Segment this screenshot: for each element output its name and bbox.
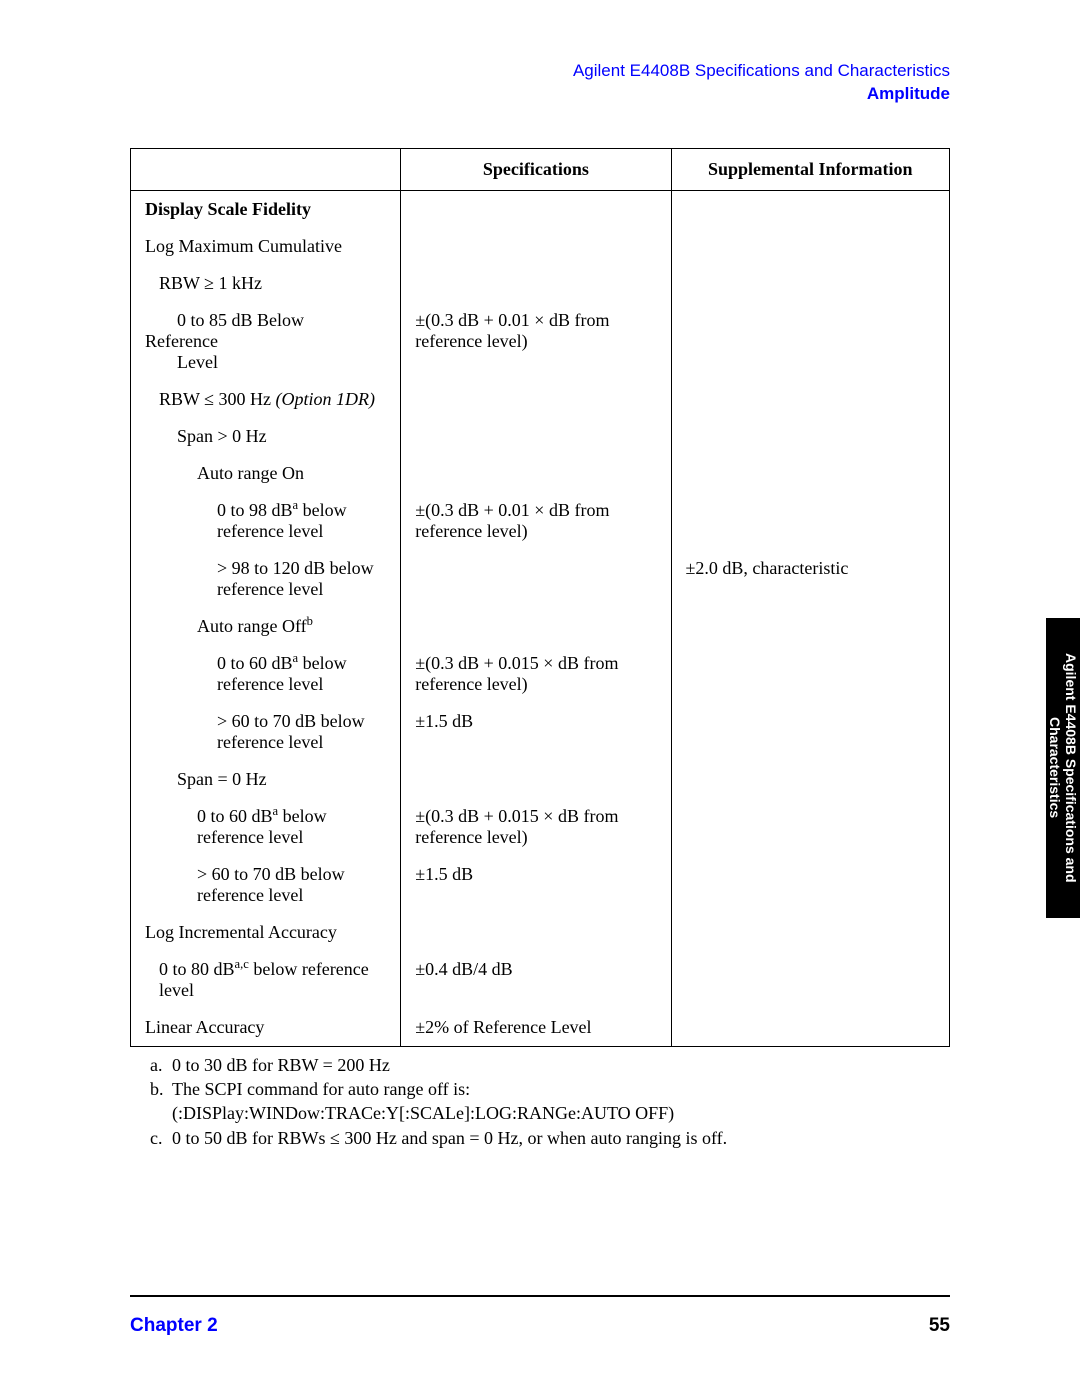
cell-desc: 0 to 98 dBa below reference level: [131, 492, 401, 550]
footnote-label: c.: [150, 1126, 172, 1150]
cell-supp: [671, 703, 949, 761]
cell-desc: Span > 0 Hz: [131, 418, 401, 455]
page-header: Agilent E4408B Specifications and Charac…: [130, 60, 950, 106]
table-row: Span > 0 Hz: [131, 418, 950, 455]
cell-spec: ±(0.3 dB + 0.015 × dB from reference lev…: [401, 645, 671, 703]
cell-supp: [671, 951, 949, 1009]
cell-supp: [671, 856, 949, 914]
table-row: 0 to 85 dB BelowReferenceLevel±(0.3 dB +…: [131, 302, 950, 381]
footer-page: 55: [929, 1315, 950, 1337]
header-line-1: Agilent E4408B Specifications and Charac…: [130, 60, 950, 83]
cell-spec: [401, 761, 671, 798]
table-row: 0 to 60 dBa below reference level±(0.3 d…: [131, 645, 950, 703]
cell-supp: [671, 190, 949, 228]
cell-desc: Display Scale Fidelity: [131, 190, 401, 228]
table-row: Auto range Offb: [131, 608, 950, 645]
cell-spec: ±(0.3 dB + 0.015 × dB from reference lev…: [401, 798, 671, 856]
cell-desc: Log Maximum Cumulative: [131, 228, 401, 265]
table-row: 0 to 80 dBa,c below reference level±0.4 …: [131, 951, 950, 1009]
cell-desc: > 60 to 70 dB below reference level: [131, 856, 401, 914]
cell-supp: [671, 455, 949, 492]
cell-spec: ±1.5 dB: [401, 856, 671, 914]
footnote: a.0 to 30 dB for RBW = 200 Hz: [150, 1053, 950, 1077]
cell-supp: [671, 761, 949, 798]
cell-supp: [671, 492, 949, 550]
col-header-2: Supplemental Information: [671, 148, 949, 190]
footer-chapter: Chapter 2: [130, 1315, 218, 1337]
cell-supp: [671, 645, 949, 703]
table-row: Linear Accuracy±2% of Reference Level: [131, 1009, 950, 1047]
cell-desc: > 98 to 120 dB below reference level: [131, 550, 401, 608]
cell-supp: [671, 608, 949, 645]
cell-spec: [401, 190, 671, 228]
table-row: 0 to 98 dBa below reference level±(0.3 d…: [131, 492, 950, 550]
footnote: b.The SCPI command for auto range off is…: [150, 1077, 950, 1126]
footnote: c.0 to 50 dB for RBWs ≤ 300 Hz and span …: [150, 1126, 950, 1150]
table-row: Log Maximum Cumulative: [131, 228, 950, 265]
cell-spec: [401, 228, 671, 265]
cell-spec: ±1.5 dB: [401, 703, 671, 761]
cell-spec: [401, 381, 671, 418]
cell-spec: [401, 418, 671, 455]
page: Agilent E4408B Specifications and Charac…: [0, 0, 1080, 1397]
col-header-0: [131, 148, 401, 190]
cell-spec: ±(0.3 dB + 0.01 × dB from reference leve…: [401, 302, 671, 381]
footnote-text: 0 to 30 dB for RBW = 200 Hz: [172, 1053, 950, 1077]
cell-desc: Auto range Offb: [131, 608, 401, 645]
cell-spec: [401, 608, 671, 645]
cell-desc: Log Incremental Accuracy: [131, 914, 401, 951]
cell-spec: ±(0.3 dB + 0.01 × dB from reference leve…: [401, 492, 671, 550]
cell-desc: Linear Accuracy: [131, 1009, 401, 1047]
col-header-1: Specifications: [401, 148, 671, 190]
cell-spec: [401, 550, 671, 608]
cell-desc: 0 to 80 dBa,c below reference level: [131, 951, 401, 1009]
cell-supp: [671, 381, 949, 418]
cell-supp: [671, 228, 949, 265]
cell-spec: ±0.4 dB/4 dB: [401, 951, 671, 1009]
cell-desc: 0 to 85 dB BelowReferenceLevel: [131, 302, 401, 381]
table-row: RBW ≥ 1 kHz: [131, 265, 950, 302]
header-line-2: Amplitude: [130, 83, 950, 106]
cell-spec: [401, 455, 671, 492]
footnote-label: a.: [150, 1053, 172, 1077]
cell-supp: [671, 1009, 949, 1047]
cell-supp: [671, 302, 949, 381]
cell-supp: ±2.0 dB, characteristic: [671, 550, 949, 608]
footnote-label: b.: [150, 1077, 172, 1126]
cell-desc: Span = 0 Hz: [131, 761, 401, 798]
cell-supp: [671, 418, 949, 455]
table-row: > 60 to 70 dB below reference level±1.5 …: [131, 856, 950, 914]
cell-desc: 0 to 60 dBa below reference level: [131, 798, 401, 856]
cell-spec: [401, 914, 671, 951]
table-row: RBW ≤ 300 Hz (Option 1DR): [131, 381, 950, 418]
footnotes: a.0 to 30 dB for RBW = 200 Hzb.The SCPI …: [130, 1053, 950, 1150]
cell-supp: [671, 265, 949, 302]
cell-spec: [401, 265, 671, 302]
table-header-row: Specifications Supplemental Information: [131, 148, 950, 190]
cell-spec: ±2% of Reference Level: [401, 1009, 671, 1047]
page-footer: Chapter 2 55: [130, 1295, 950, 1337]
cell-desc: RBW ≤ 300 Hz (Option 1DR): [131, 381, 401, 418]
cell-supp: [671, 914, 949, 951]
table-row: > 98 to 120 dB below reference level ±2.0…: [131, 550, 950, 608]
table-row: Log Incremental Accuracy: [131, 914, 950, 951]
cell-desc: RBW ≥ 1 kHz: [131, 265, 401, 302]
spec-table: Specifications Supplemental Information …: [130, 148, 950, 1047]
table-row: Span = 0 Hz: [131, 761, 950, 798]
table-row: Display Scale Fidelity: [131, 190, 950, 228]
footnote-text: 0 to 50 dB for RBWs ≤ 300 Hz and span = …: [172, 1126, 950, 1150]
side-tab-text: Agilent E4408B Specifications andCharact…: [1047, 653, 1079, 883]
table-row: 0 to 60 dBa below reference level±(0.3 d…: [131, 798, 950, 856]
side-tab: Agilent E4408B Specifications andCharact…: [1046, 618, 1080, 918]
footnote-text: The SCPI command for auto range off is:(…: [172, 1077, 950, 1126]
cell-desc: Auto range On: [131, 455, 401, 492]
table-row: Auto range On: [131, 455, 950, 492]
cell-desc: > 60 to 70 dB below reference level: [131, 703, 401, 761]
table-row: > 60 to 70 dB below reference level±1.5 …: [131, 703, 950, 761]
table-body: Display Scale FidelityLog Maximum Cumula…: [131, 190, 950, 1046]
cell-supp: [671, 798, 949, 856]
cell-desc: 0 to 60 dBa below reference level: [131, 645, 401, 703]
